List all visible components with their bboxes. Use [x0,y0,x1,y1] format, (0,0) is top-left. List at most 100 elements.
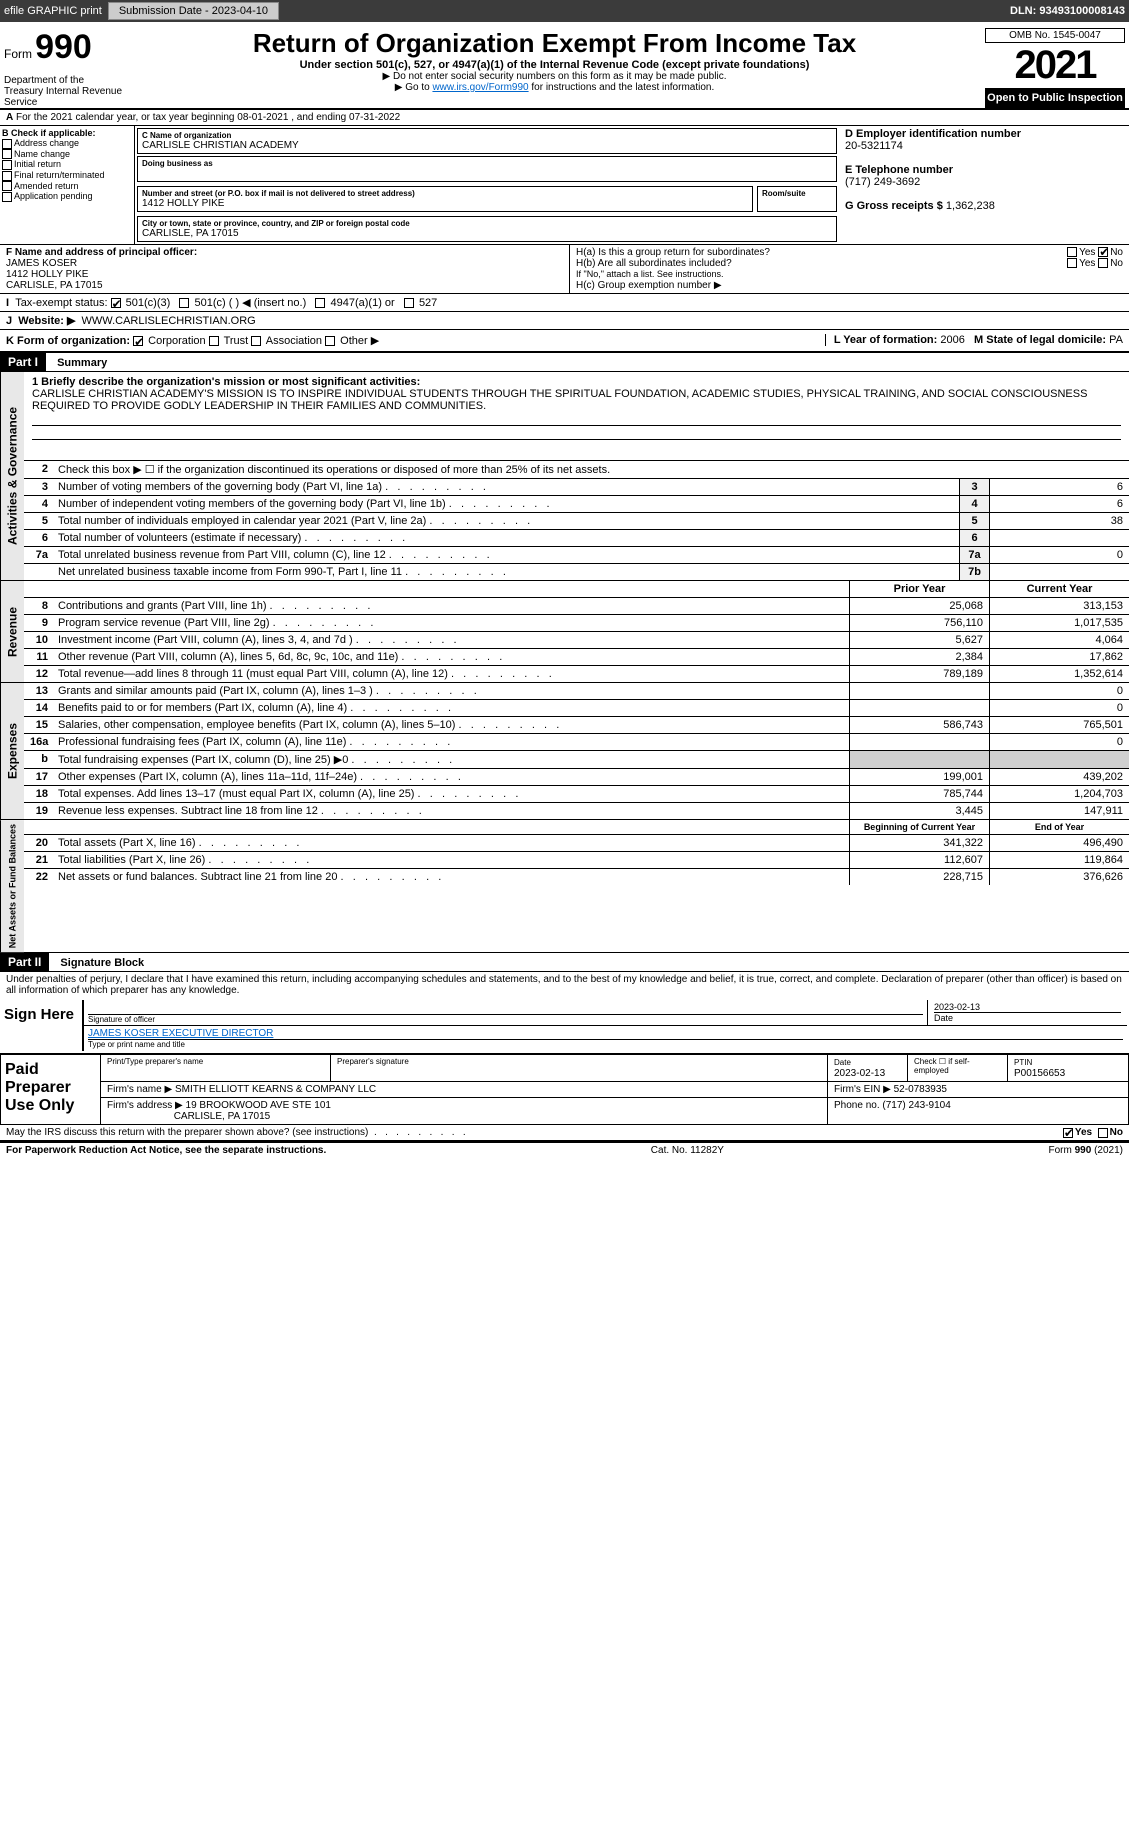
table-row: 22Net assets or fund balances. Subtract … [24,869,1129,885]
website-value: WWW.CARLISLECHRISTIAN.ORG [82,315,256,327]
part2-header: Part II Signature Block [0,953,1129,972]
state-domicile: PA [1109,334,1123,346]
table-row: 16aProfessional fundraising fees (Part I… [24,734,1129,751]
checkbox-discuss-no[interactable] [1098,1128,1108,1138]
note-link: ▶ Go to www.irs.gov/Form990 for instruct… [132,82,977,93]
phone-value: (717) 249-3692 [845,176,920,188]
table-row: 14Benefits paid to or for members (Part … [24,700,1129,717]
checkbox-hb-no[interactable] [1098,258,1108,268]
table-row: 10Investment income (Part VIII, column (… [24,632,1129,649]
expenses-block: Expenses 13Grants and similar amounts pa… [0,683,1129,820]
sig-date: 2023-02-13 [934,1002,980,1012]
note-ssn: ▶ Do not enter social security numbers o… [132,71,977,82]
dept-label: Department of the Treasury Internal Reve… [4,75,124,108]
checkbox-other[interactable] [325,336,335,346]
footer: For Paperwork Reduction Act Notice, see … [0,1142,1129,1158]
subtitle: Under section 501(c), 527, or 4947(a)(1)… [132,59,977,71]
table-row: 13Grants and similar amounts paid (Part … [24,683,1129,700]
section-a: B Check if applicable: Address change Na… [0,126,1129,245]
form-header: Form 990 Department of the Treasury Inte… [0,22,1129,110]
checkbox-assoc[interactable] [251,336,261,346]
paperwork-notice: For Paperwork Reduction Act Notice, see … [6,1145,326,1156]
table-row: 6Total number of volunteers (estimate if… [24,530,1129,547]
table-row: 8Contributions and grants (Part VIII, li… [24,598,1129,615]
inspection-badge: Open to Public Inspection [985,88,1125,108]
ptin-value: P00156653 [1014,1068,1065,1079]
tax-year-line: A For the 2021 calendar year, or tax yea… [0,110,1129,126]
checkbox-501c3[interactable] [111,298,121,308]
sign-here-label: Sign Here [0,998,80,1053]
part1-header: Part I Summary [0,353,1129,372]
table-row: 11Other revenue (Part VIII, column (A), … [24,649,1129,666]
checkbox-discuss-yes[interactable] [1063,1128,1073,1138]
dln-label: DLN: 93493100008143 [1010,5,1125,17]
tab-governance: Activities & Governance [0,372,24,580]
checkbox-corp[interactable] [133,336,143,346]
table-row: 12Total revenue—add lines 8 through 11 (… [24,666,1129,682]
org-address: 1412 HOLLY PIKE [142,198,748,209]
checkbox-initial[interactable] [2,160,12,170]
checkbox-527[interactable] [404,298,414,308]
tax-year: 2021 [985,43,1125,88]
checkbox-trust[interactable] [209,336,219,346]
table-row: 19Revenue less expenses. Subtract line 1… [24,803,1129,819]
table-row: 5Total number of individuals employed in… [24,513,1129,530]
paid-preparer-block: Paid Preparer Use Only Print/Type prepar… [0,1054,1129,1125]
omb-number: OMB No. 1545-0047 [985,28,1125,43]
checkbox-ha-no[interactable] [1098,247,1108,257]
korg-row: K Form of organization: Corporation Trus… [0,330,1129,353]
tab-netassets: Net Assets or Fund Balances [0,820,24,952]
row-fh: F Name and address of principal officer:… [0,245,1129,294]
checkbox-4947[interactable] [315,298,325,308]
netassets-block: Net Assets or Fund Balances Beginning of… [0,820,1129,953]
column-c-org: C Name of organization CARLISLE CHRISTIA… [135,126,839,244]
checkbox-hb-yes[interactable] [1067,258,1077,268]
checkbox-amended[interactable] [2,181,12,191]
firm-addr1: 19 BROOKWOOD AVE STE 101 [186,1100,331,1111]
checkbox-final[interactable] [2,171,12,181]
revenue-block: Revenue Prior Year Current Year 8Contrib… [0,581,1129,683]
officer-name: JAMES KOSER [6,258,77,269]
form-title: Return of Organization Exempt From Incom… [132,28,977,59]
table-row: 15Salaries, other compensation, employee… [24,717,1129,734]
table-row: Net unrelated business taxable income fr… [24,564,1129,580]
submission-date-button[interactable]: Submission Date - 2023-04-10 [108,2,279,20]
table-row: 4Number of independent voting members of… [24,496,1129,513]
column-de: D Employer identification number 20-5321… [839,126,1129,244]
checkbox-ha-yes[interactable] [1067,247,1077,257]
irs-link[interactable]: www.irs.gov/Form990 [432,82,528,93]
checkbox-pending[interactable] [2,192,12,202]
table-row: bTotal fundraising expenses (Part IX, co… [24,751,1129,769]
declaration-text: Under penalties of perjury, I declare th… [0,972,1129,998]
governance-block: Activities & Governance 1 Briefly descri… [0,372,1129,581]
officer-name-link[interactable]: JAMES KOSER EXECUTIVE DIRECTOR [88,1028,273,1039]
gross-receipts: 1,362,238 [946,200,995,212]
firm-phone: (717) 243-9104 [882,1100,950,1111]
tab-expenses: Expenses [0,683,24,819]
tab-revenue: Revenue [0,581,24,682]
ein-value: 20-5321174 [845,140,903,152]
form-word: Form [4,47,32,61]
form-number: 990 [35,28,92,66]
form-number-block: Form 990 Department of the Treasury Inte… [4,28,124,108]
efile-label: efile GRAPHIC print [4,5,102,17]
table-row: 18Total expenses. Add lines 13–17 (must … [24,786,1129,803]
org-city: CARLISLE, PA 17015 [142,228,832,239]
table-row: 21Total liabilities (Part X, line 26)112… [24,852,1129,869]
firm-ein: 52-0783935 [894,1084,947,1095]
table-row: 7aTotal unrelated business revenue from … [24,547,1129,564]
column-b-checkboxes: B Check if applicable: Address change Na… [0,126,135,244]
checkbox-501c[interactable] [179,298,189,308]
firm-name: SMITH ELLIOTT KEARNS & COMPANY LLC [175,1084,376,1095]
mission-text: CARLISLE CHRISTIAN ACADEMY'S MISSION IS … [32,388,1087,412]
discuss-row: May the IRS discuss this return with the… [0,1125,1129,1142]
title-block: Return of Organization Exempt From Incom… [124,28,985,108]
table-row: 17Other expenses (Part IX, column (A), l… [24,769,1129,786]
signature-block: Under penalties of perjury, I declare th… [0,972,1129,1158]
checkbox-name[interactable] [2,149,12,159]
efile-header: efile GRAPHIC print Submission Date - 20… [0,0,1129,22]
checkbox-address[interactable] [2,139,12,149]
tax-status-row: I Tax-exempt status: 501(c)(3) 501(c) ( … [0,294,1129,312]
year-formation: 2006 [940,334,964,346]
year-block: OMB No. 1545-0047 2021 Open to Public In… [985,28,1125,108]
